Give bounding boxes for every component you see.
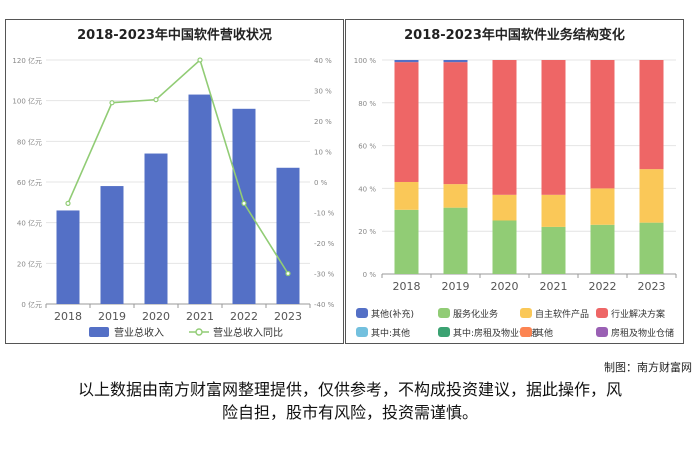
y-right-tick-label: 10 % bbox=[314, 149, 332, 157]
x-tick-label: 2021 bbox=[540, 280, 568, 293]
x-tick-label: 2018 bbox=[54, 310, 82, 323]
y-left-tick-label: 100 亿元 bbox=[12, 97, 42, 106]
stack-segment bbox=[541, 60, 566, 195]
stack-segment bbox=[394, 62, 419, 182]
chart-credit: 制图：南方财富网 bbox=[604, 361, 692, 374]
stack-segment bbox=[394, 181, 419, 210]
legend-swatch bbox=[356, 308, 368, 318]
x-tick-label: 2019 bbox=[442, 280, 470, 293]
legend-label: 房租及物业仓储 bbox=[611, 327, 674, 339]
disclaimer-line: 以上数据由南方财富网整理提供，仅供参考，不构成投资建议，据此操作，风 bbox=[77, 380, 622, 399]
stack-segment bbox=[443, 207, 468, 274]
stack-segment bbox=[492, 220, 517, 274]
legend-label: 行业解决方案 bbox=[611, 308, 665, 320]
legend-swatch-yoy-marker bbox=[195, 328, 203, 336]
yoy-line bbox=[67, 58, 289, 274]
stack-segment bbox=[443, 60, 468, 63]
disclaimer-line: 险自担，股市有风险，投资需谨慎。 bbox=[221, 403, 478, 422]
y-right-tick-label: -20 % bbox=[314, 240, 335, 248]
revenue-chart-panel: 2018-2023年中国软件营收状况 0 亿元 20 亿元 40 亿元 60 亿元 80… bbox=[5, 19, 344, 344]
legend-label: 自主软件产品 bbox=[535, 308, 589, 320]
structure-chart: 0 % 20 % 40 % 60 % 80 % 100 % 2018 2019 2020 2021… bbox=[354, 57, 677, 339]
yoy-point bbox=[285, 270, 291, 277]
y-right-tick-label: -30 % bbox=[314, 271, 335, 279]
stack-segment bbox=[639, 60, 664, 170]
revenue-chart-title: 2018-2023年中国软件营收状况 bbox=[77, 28, 272, 43]
legend-swatch bbox=[356, 327, 368, 337]
legend-label-revenue: 营业总收入 bbox=[114, 326, 164, 339]
legend-label: 其中:其他 bbox=[371, 327, 410, 339]
yoy-point bbox=[109, 100, 115, 106]
yoy-point bbox=[65, 200, 71, 206]
y-tick-label: 60 % bbox=[358, 143, 376, 151]
stack-segment bbox=[541, 194, 566, 227]
yoy-point bbox=[153, 97, 159, 103]
x-tick-label: 2018 bbox=[393, 280, 421, 293]
y-right-tick-label: 20 % bbox=[314, 118, 332, 126]
revenue-bar bbox=[56, 210, 80, 304]
y-tick-label: 40 % bbox=[358, 185, 376, 193]
legend-label: 其他 bbox=[535, 327, 553, 339]
stack-segment bbox=[443, 184, 468, 208]
legend-label: 其他(补充) bbox=[371, 308, 414, 320]
stack-segment bbox=[492, 60, 517, 195]
legend-swatch bbox=[596, 327, 608, 337]
disclaimer: 以上数据由南方财富网整理提供，仅供参考，不构成投资建议，据此操作，风 险自担，股… bbox=[0, 378, 700, 424]
revenue-bar bbox=[144, 153, 168, 304]
stack-segment bbox=[394, 209, 419, 274]
y-left-tick-label: 120 亿元 bbox=[12, 56, 42, 65]
yoy-point bbox=[241, 200, 247, 206]
y-left-tick-label: 20 亿元 bbox=[17, 259, 42, 268]
x-tick-label: 2020 bbox=[491, 280, 519, 293]
stack-segment bbox=[639, 222, 664, 274]
y-left-tick-label: 60 亿元 bbox=[17, 178, 42, 187]
legend-swatch bbox=[520, 327, 532, 337]
y-left-tick-label: 40 亿元 bbox=[17, 219, 42, 228]
x-tick-label: 2023 bbox=[638, 280, 666, 293]
yoy-point bbox=[197, 57, 203, 63]
y-tick-label: 80 % bbox=[358, 100, 376, 108]
y-right-tick-label: 0 % bbox=[314, 179, 328, 187]
stack-segment bbox=[590, 60, 615, 189]
legend-label: 其中:房租及物业仓储 bbox=[453, 327, 537, 339]
x-tick-label: 2022 bbox=[230, 310, 258, 323]
stack-segment bbox=[394, 60, 419, 63]
x-tick-label: 2021 bbox=[186, 310, 214, 323]
legend-swatch bbox=[520, 308, 532, 318]
stack-segment bbox=[492, 194, 517, 221]
revenue-bar bbox=[188, 94, 212, 304]
y-left-tick-label: 80 亿元 bbox=[17, 137, 42, 146]
y-tick-label: 100 % bbox=[354, 57, 377, 65]
x-tick-label: 2020 bbox=[142, 310, 170, 323]
y-tick-label: 20 % bbox=[358, 228, 376, 236]
x-tick-label: 2022 bbox=[589, 280, 617, 293]
revenue-bar bbox=[100, 186, 124, 304]
y-right-tick-label: 40 % bbox=[314, 57, 332, 65]
y-tick-label: 0 % bbox=[363, 271, 377, 279]
y-left-tick-label: 0 亿元 bbox=[21, 300, 42, 309]
y-right-tick-label: -10 % bbox=[314, 210, 335, 218]
legend-label-yoy: 营业总收入同比 bbox=[213, 326, 283, 339]
legend-swatch bbox=[438, 308, 450, 318]
structure-chart-title: 2018-2023年中国软件业务结构变化 bbox=[404, 28, 625, 43]
stack-segment bbox=[590, 224, 615, 274]
revenue-bar bbox=[276, 167, 300, 304]
stack-segment bbox=[541, 226, 566, 274]
revenue-bar bbox=[232, 108, 256, 304]
stack-segment bbox=[590, 188, 615, 225]
stack-segment bbox=[443, 62, 468, 185]
legend-label: 服务化业务 bbox=[453, 308, 498, 320]
x-tick-label: 2019 bbox=[98, 310, 126, 323]
legend-swatch-revenue bbox=[89, 327, 109, 337]
y-right-tick-label: 30 % bbox=[314, 88, 332, 96]
structure-chart-panel: 2018-2023年中国软件业务结构变化 0 % 20 % 40 % 60 % 80 %… bbox=[345, 19, 684, 344]
legend-swatch bbox=[596, 308, 608, 318]
revenue-chart: 0 亿元 20 亿元 40 亿元 60 亿元 80 亿元 100 亿元 120 亿元 -40 … bbox=[12, 56, 335, 339]
legend-swatch bbox=[438, 327, 450, 337]
y-right-tick-label: -40 % bbox=[314, 301, 335, 309]
x-tick-label: 2023 bbox=[274, 310, 302, 323]
stack-segment bbox=[639, 169, 664, 223]
